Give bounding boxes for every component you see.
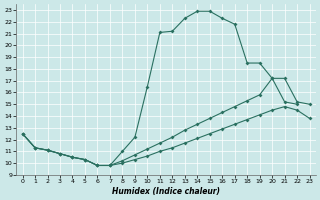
X-axis label: Humidex (Indice chaleur): Humidex (Indice chaleur) — [112, 187, 220, 196]
